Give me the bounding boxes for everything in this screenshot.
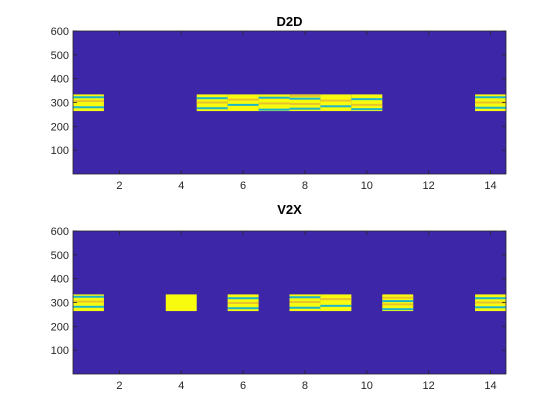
v2x-stripe-14-0 [475, 306, 506, 309]
d2d-stripe-7-0 [258, 108, 290, 111]
v2x-xtick-label: 4 [178, 380, 184, 392]
v2x-stripe-14-1 [475, 301, 506, 304]
v2x-xtick-label: 6 [240, 380, 246, 392]
v2x-xtick-label: 14 [484, 380, 496, 392]
d2d-stripe-1-1 [73, 100, 104, 103]
d2d-heatmap: 2 4 6 8 10 12 14 100 200 300 400 500 600 D2D [51, 14, 507, 192]
d2d-xtick-label: 2 [116, 180, 122, 192]
d2d-stripe-8-2 [289, 97, 321, 100]
v2x-ytick-label: 400 [51, 274, 69, 286]
v2x-xtick-label: 2 [116, 380, 122, 392]
v2x-xtick-label: 10 [361, 380, 373, 392]
v2x-stripe-8-1 [289, 301, 321, 304]
d2d-xtick-label: 6 [240, 180, 246, 192]
d2d-stripe-14-0 [475, 106, 506, 109]
d2d-stripe-1-2 [73, 96, 104, 99]
v2x-ytick-label: 200 [51, 321, 69, 333]
d2d-stripe-5-1 [196, 101, 228, 104]
v2x-ytick-label: 500 [51, 250, 69, 262]
v2x-xtick-label: 12 [423, 380, 435, 392]
d2d-stripe-7-2 [258, 96, 290, 99]
v2x-stripe-11-3 [382, 296, 414, 299]
d2d-xtick-label: 14 [484, 180, 496, 192]
v2x-stripe-6-2 [227, 297, 259, 300]
d2d-stripe-14-1 [475, 101, 506, 104]
v2x-stripe-11-0 [382, 308, 414, 311]
d2d-xtick-label: 4 [178, 180, 184, 192]
v2x-title: V2X [277, 202, 302, 217]
d2d-stripe-14-2 [475, 96, 506, 99]
d2d-ytick-label: 100 [51, 145, 69, 157]
d2d-ytick-label: 400 [51, 74, 69, 86]
d2d-stripe-10-2 [351, 98, 383, 101]
v2x-stripe-6-1 [227, 301, 259, 304]
v2x-active-cell-4 [165, 294, 197, 312]
v2x-stripe-1-2 [73, 295, 104, 298]
d2d-stripe-9-0 [320, 105, 352, 108]
d2d-active-cell-9 [320, 94, 352, 112]
d2d-stripe-6-0 [227, 103, 259, 106]
v2x-ytick-label: 100 [51, 345, 69, 357]
d2d-xtick-label: 12 [423, 180, 435, 192]
v2x-stripe-9-0 [320, 304, 352, 307]
d2d-ytick-label: 300 [51, 98, 69, 110]
d2d-stripe-6-1 [227, 98, 259, 101]
v2x-stripe-9-1 [320, 298, 352, 301]
d2d-stripe-10-1 [351, 103, 383, 106]
d2d-xtick-label: 8 [302, 180, 308, 192]
d2d-stripe-9-1 [320, 99, 352, 102]
d2d-ytick-label: 600 [51, 26, 69, 38]
d2d-title: D2D [276, 14, 302, 29]
d2d-stripe-8-0 [289, 107, 321, 110]
v2x-ytick-label: 600 [51, 226, 69, 238]
v2x-stripe-8-0 [289, 306, 321, 309]
d2d-stripe-10-0 [351, 108, 383, 111]
v2x-stripe-8-2 [289, 296, 321, 299]
v2x-xtick-label: 8 [302, 380, 308, 392]
v2x-stripe-1-1 [73, 300, 104, 303]
v2x-heatmap: 2 4 6 8 10 12 14 100 200 300 400 500 600 V2X [51, 202, 507, 392]
v2x-ytick-label: 300 [51, 298, 69, 310]
d2d-active-cell-6 [227, 94, 259, 112]
d2d-stripe-5-2 [196, 97, 228, 100]
v2x-stripe-11-2 [382, 300, 414, 303]
d2d-ytick-label: 200 [51, 121, 69, 133]
d2d-stripe-8-3 [289, 94, 321, 97]
d2d-stripe-8-1 [289, 102, 321, 105]
d2d-ytick-label: 500 [51, 50, 69, 62]
d2d-stripe-1-0 [73, 106, 104, 109]
v2x-active-cell-9 [320, 294, 352, 312]
v2x-stripe-1-0 [73, 305, 104, 308]
d2d-stripe-7-1 [258, 102, 290, 105]
v2x-stripe-14-2 [475, 297, 506, 300]
v2x-stripe-6-0 [227, 307, 259, 310]
d2d-xtick-label: 10 [361, 180, 373, 192]
v2x-stripe-11-1 [382, 303, 414, 306]
d2d-stripe-5-0 [196, 107, 228, 110]
